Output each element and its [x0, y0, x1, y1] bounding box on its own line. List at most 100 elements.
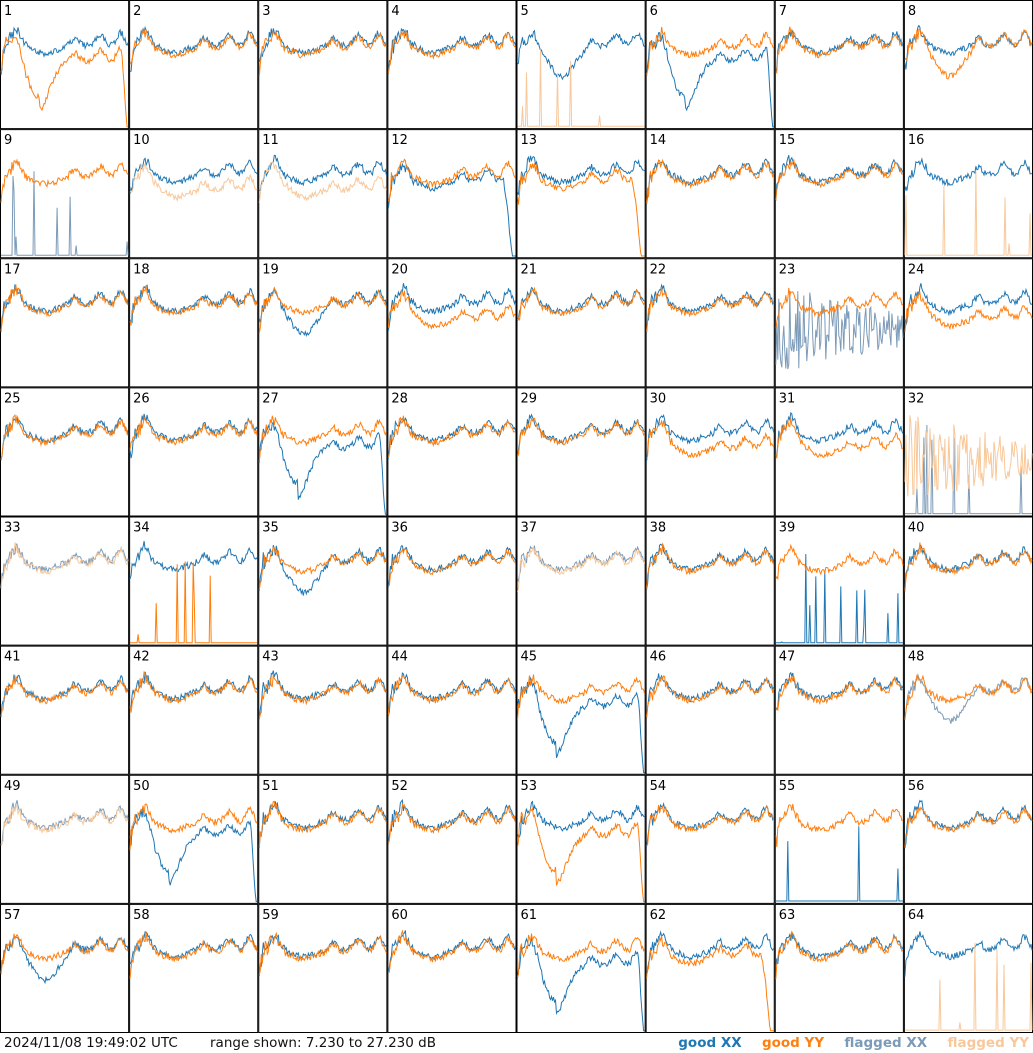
series-xx-tile-61: [517, 935, 645, 1032]
tile-number: 64: [908, 908, 925, 923]
tile-60: 60: [387, 903, 517, 1033]
tile-frame: [387, 645, 517, 775]
tile-29: 29: [516, 387, 646, 517]
tile-number: 47: [779, 650, 796, 665]
tile-frame: [516, 258, 646, 388]
tile-frame: [516, 903, 646, 1033]
tile-number: 52: [391, 779, 408, 794]
series-yy-tile-48: [904, 674, 1033, 719]
tile-number: 11: [262, 133, 279, 148]
legend-flagged-xx: flagged XX: [844, 1035, 928, 1051]
series-xx-tile-53: [517, 800, 645, 838]
series-yy-tile-12: [387, 158, 516, 202]
tile-56: 56: [903, 774, 1033, 904]
series-yy-tile-21: [517, 286, 646, 321]
series-yy-tile-60: [388, 929, 516, 973]
tile-frame: [903, 258, 1033, 388]
tile-9: 9: [0, 129, 130, 259]
series-yy-tile-6: [646, 26, 775, 76]
tile-number: 9: [4, 133, 12, 148]
range-label: range shown: 7.230 to 27.230 dB: [210, 1035, 436, 1051]
tile-number: 51: [262, 779, 279, 794]
tile-frame: [774, 774, 904, 904]
tile-1: 1: [0, 0, 130, 130]
tile-5: 5: [516, 0, 646, 130]
tile-frame: [903, 903, 1033, 1033]
tile-10: 10: [129, 129, 259, 259]
tile-59: 59: [258, 903, 388, 1033]
tile-frame: [645, 516, 775, 646]
tile-number: 15: [779, 133, 796, 148]
tile-frame: [774, 258, 904, 388]
series-yy-tile-2: [129, 28, 258, 65]
series-xx-tile-16: [904, 157, 1033, 192]
tile-frame: [387, 129, 517, 259]
series-xx-tile-28: [387, 416, 516, 459]
series-yy-tile-54: [646, 804, 775, 846]
series-yy-tile-28: [387, 415, 516, 459]
series-yy-tile-17: [0, 284, 129, 332]
series-xx-tile-44: [387, 672, 516, 716]
series-yy-tile-22: [646, 286, 775, 332]
tile-frame: [903, 129, 1033, 259]
series-xx-tile-62: [646, 930, 775, 975]
series-yy-tile-53: [517, 807, 645, 903]
tile-frame: [645, 645, 775, 775]
tile-frame: [129, 903, 259, 1033]
tile-frame: [387, 0, 517, 130]
tile-number: 5: [521, 4, 529, 19]
tile-21: 21: [516, 258, 646, 388]
tile-frame: [387, 387, 517, 517]
tile-frame: [129, 258, 259, 388]
tile-frame: [774, 903, 904, 1033]
series-yy-tile-24: [904, 291, 1033, 332]
tile-frame: [0, 0, 130, 130]
tile-frame: [516, 516, 646, 646]
tile-40: 40: [903, 516, 1033, 646]
series-yy-tile-5: [517, 49, 645, 127]
tile-58: 58: [129, 903, 259, 1033]
tile-17: 17: [0, 258, 130, 388]
tile-number: 29: [521, 391, 538, 406]
tile-number: 55: [779, 779, 796, 794]
tile-frame: [516, 0, 646, 130]
tile-number: 62: [650, 908, 667, 923]
tile-number: 14: [650, 133, 667, 148]
tile-number: 4: [391, 4, 399, 19]
tile-frame: [258, 645, 388, 775]
series-yy-tile-55: [775, 803, 904, 847]
tile-number: 19: [262, 262, 279, 277]
series-xx-tile-11: [259, 154, 387, 191]
tile-number: 8: [908, 4, 916, 19]
tile-13: 13: [516, 129, 646, 259]
series-xx-tile-10: [129, 157, 258, 194]
tile-number: 35: [262, 521, 279, 536]
tile-number: 60: [391, 908, 408, 923]
tile-number: 1: [4, 4, 12, 19]
series-yy-tile-20: [387, 288, 516, 330]
tile-number: 13: [521, 133, 538, 148]
tile-15: 15: [774, 129, 904, 259]
series-yy-tile-27: [258, 415, 387, 462]
tile-frame: [387, 903, 517, 1033]
tile-number: 36: [391, 521, 408, 536]
tile-number: 41: [4, 650, 21, 665]
series-xx-tile-15: [775, 155, 904, 201]
tile-2: 2: [129, 0, 259, 130]
series-yy-tile-51: [258, 800, 387, 847]
tile-frame: [903, 516, 1033, 646]
footer-bar: 2024/11/08 19:49:02 UTC range shown: 7.2…: [0, 1033, 1033, 1053]
tile-39: 39: [774, 516, 904, 646]
tile-number: 37: [521, 521, 538, 536]
tile-16: 16: [903, 129, 1033, 259]
series-yy-tile-63: [775, 930, 904, 980]
tile-number: 27: [262, 391, 279, 406]
tile-number: 18: [133, 262, 150, 277]
series-xx-tile-57: [0, 935, 129, 985]
tile-37: 37: [516, 516, 646, 646]
series-yy-tile-38: [646, 542, 775, 589]
series-xx-tile-25: [0, 416, 129, 461]
series-yy-tile-15: [775, 158, 904, 200]
tile-number: 22: [650, 262, 667, 277]
series-yy-tile-23: [775, 287, 904, 329]
